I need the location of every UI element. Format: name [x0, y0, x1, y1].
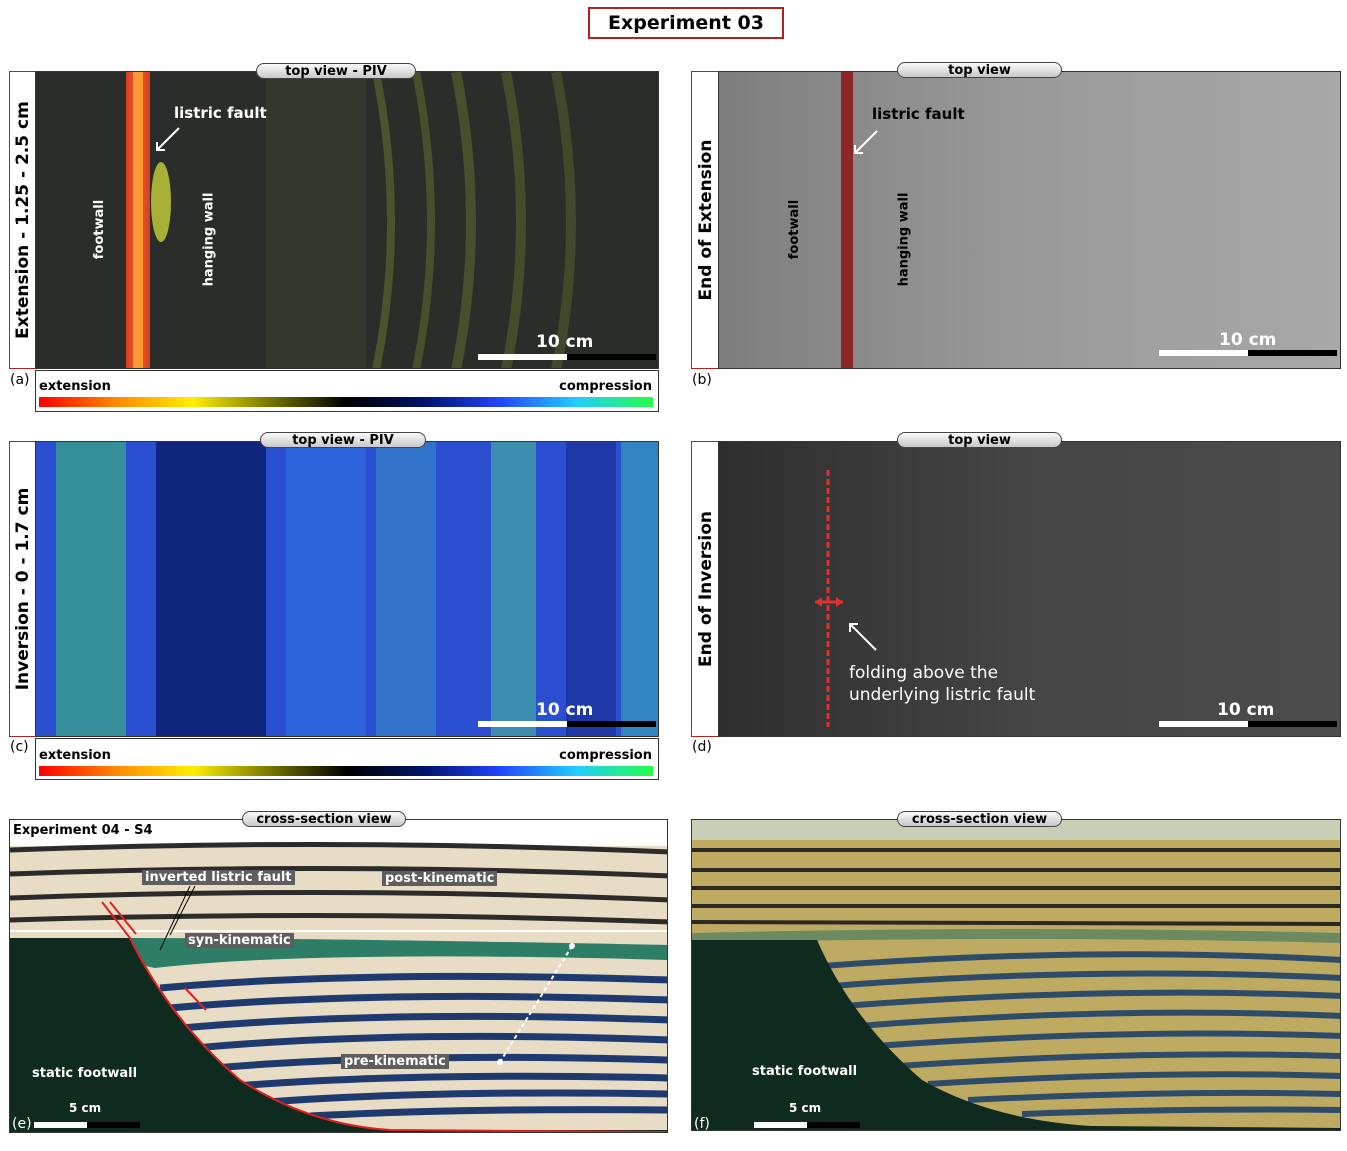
panel-d-scale-label: 10 cm [1217, 700, 1275, 720]
panel-b-hanging-wall-label: hanging wall [896, 192, 912, 287]
panel-f-scale-bar [754, 1122, 860, 1128]
panel-d-fold-marker [815, 470, 843, 727]
panel-d-top-view-image: folding above the underlying listric fau… [718, 441, 1341, 737]
panel-f-cross-section-photo: static footwall 5 cm (f) [691, 819, 1341, 1131]
panel-d-tab: top view [897, 432, 1062, 448]
panel-b-letter: (b) [692, 372, 712, 388]
panel-f-letter: (f) [694, 1116, 710, 1131]
panel-d-annotation: folding above the underlying listric fau… [849, 663, 1036, 705]
panel-d-scale-bar [1159, 721, 1337, 727]
panel-b-fault-label: listric fault [872, 105, 965, 123]
panel-a-hanging-wall-label: hanging wall [201, 192, 217, 287]
panel-e-tab: cross-section view [242, 811, 406, 827]
panel-a-letter: (a) [10, 372, 30, 388]
panel-a-scale-label: 10 cm [536, 332, 594, 352]
panel-c-colorbar-right-label: compression [559, 748, 652, 763]
panel-a-piv-image: listric fault footwall hanging wall 10 c… [35, 71, 659, 369]
panel-e-static-footwall-label: static footwall [32, 1066, 138, 1081]
panel-b-arrow-icon [854, 130, 878, 154]
panel-b-tab: top view [897, 62, 1062, 78]
figure-title: Experiment 03 [588, 7, 784, 39]
panel-c-letter: (c) [10, 739, 29, 755]
panel-b-scale-bar [1159, 350, 1337, 356]
panel-a-tab: top view - PIV [256, 63, 416, 79]
panel-e-scale-bar [34, 1122, 140, 1128]
panel-a-side-label: Extension - 1.25 - 2.5 cm [9, 71, 36, 369]
panel-e-post-kinematic-label: post-kinematic [382, 871, 498, 886]
panel-e-inverted-fault-label: inverted listric fault [142, 870, 295, 885]
panel-a-footwall-label: footwall [92, 199, 108, 260]
panel-e-scale-label: 5 cm [69, 1101, 102, 1115]
panel-b-top-view-image: listric fault footwall hanging wall 10 c… [718, 71, 1341, 369]
panel-f-tab: cross-section view [897, 811, 1062, 827]
panel-c-side-label: Inversion - 0 - 1.7 cm [9, 441, 36, 737]
panel-a-colorbar [39, 397, 653, 407]
panel-c-piv-image: 10 cm [35, 441, 659, 737]
panel-b-footwall-label: footwall [787, 199, 803, 260]
panel-c-scale-label: 10 cm [536, 700, 594, 720]
panel-e-cross-section: Experiment 04 - S4 inverted listric faul… [9, 819, 668, 1133]
panel-f-scale-label: 5 cm [789, 1101, 822, 1115]
panel-a-arrow-icon [156, 127, 180, 151]
panel-a-colorbar-box: extension compression [35, 370, 659, 412]
panel-c-scale-bar [478, 721, 656, 727]
panel-a-fault-label: listric fault [174, 104, 267, 122]
panel-f-static-footwall-label: static footwall [752, 1064, 858, 1079]
panel-c-colorbar-left-label: extension [39, 748, 111, 763]
panel-c-tab: top view - PIV [260, 432, 426, 448]
panel-c-colorbar-box: extension compression [35, 738, 659, 780]
panel-e-experiment-label: Experiment 04 - S4 [13, 823, 153, 838]
panel-a-colorbar-right-label: compression [559, 379, 652, 394]
panel-e-syn-kinematic-label: syn-kinematic [185, 933, 294, 948]
panel-a-scale-bar [478, 354, 656, 360]
panel-e-letter: (e) [12, 1116, 32, 1132]
panel-d-arrow-icon [849, 623, 877, 651]
panel-d-letter: (d) [692, 739, 712, 755]
panel-a-colorbar-left-label: extension [39, 379, 111, 394]
panel-b-side-label: End of Extension [691, 71, 719, 369]
panel-e-pre-kinematic-label: pre-kinematic [341, 1054, 449, 1069]
panel-d-side-label: End of Inversion [691, 441, 719, 737]
panel-b-scale-label: 10 cm [1219, 330, 1277, 350]
panel-c-colorbar [39, 766, 653, 776]
